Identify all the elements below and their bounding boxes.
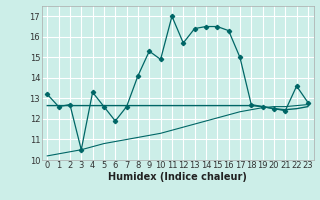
X-axis label: Humidex (Indice chaleur): Humidex (Indice chaleur) — [108, 172, 247, 182]
